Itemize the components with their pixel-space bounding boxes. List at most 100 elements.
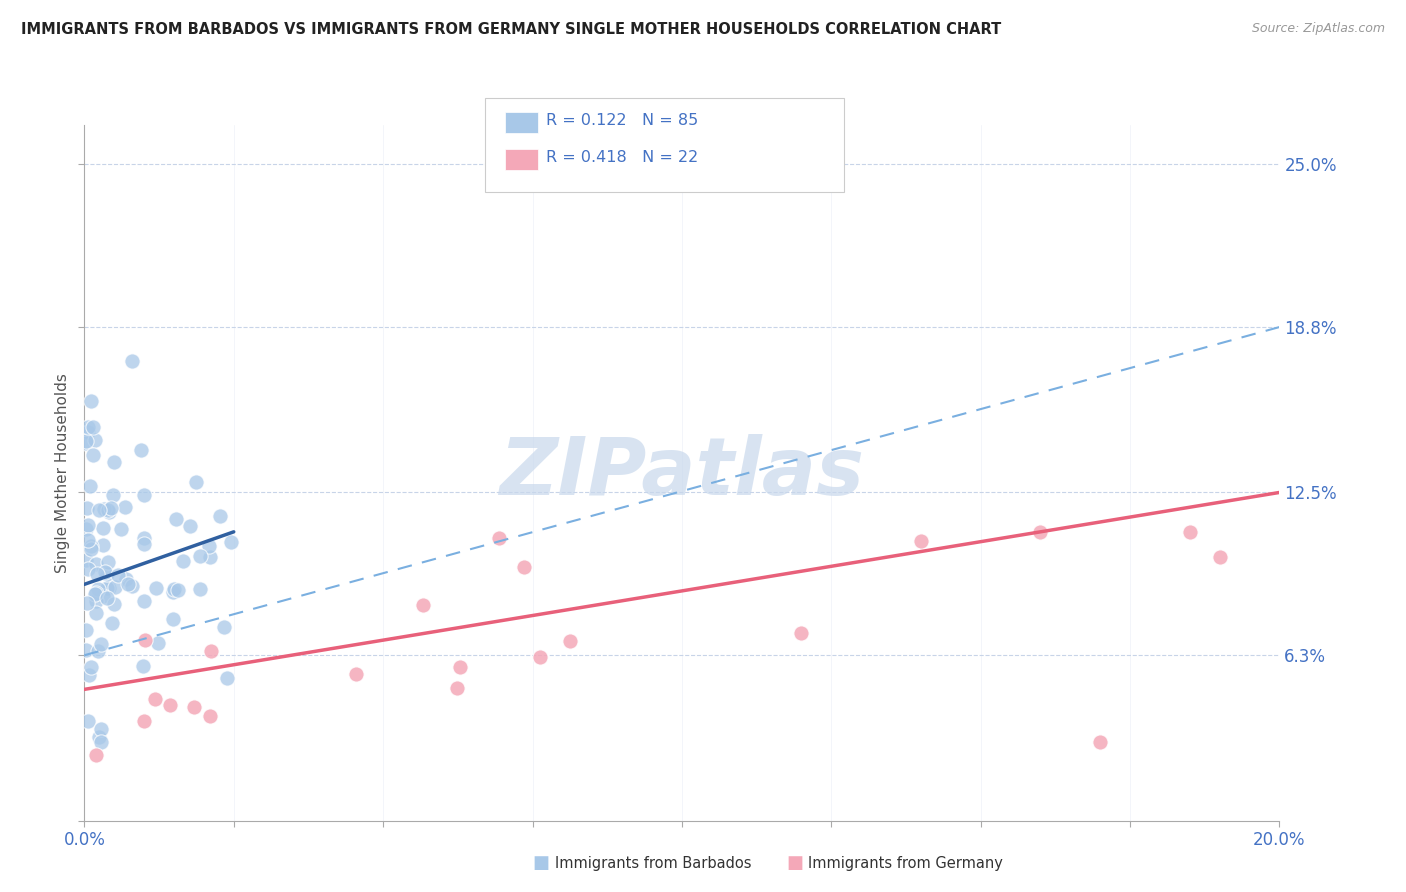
Point xyxy=(77,425,100,439)
Point xyxy=(121,579,143,593)
Point xyxy=(790,625,813,640)
Point xyxy=(186,475,208,489)
Point xyxy=(121,354,143,368)
Point xyxy=(77,668,100,682)
Point xyxy=(75,435,97,450)
Point xyxy=(84,587,107,601)
Text: Immigrants from Germany: Immigrants from Germany xyxy=(808,856,1004,871)
Point xyxy=(77,517,100,532)
Point xyxy=(93,538,115,552)
Text: ZIPatlas: ZIPatlas xyxy=(499,434,865,512)
Point xyxy=(1029,524,1052,539)
Point xyxy=(449,659,471,673)
Point xyxy=(107,567,129,582)
Point xyxy=(143,692,166,706)
Point xyxy=(132,714,155,728)
Point xyxy=(76,562,98,576)
Point xyxy=(103,488,125,502)
Point xyxy=(183,699,205,714)
Point xyxy=(97,503,120,517)
Point xyxy=(77,533,100,548)
Point xyxy=(84,586,107,600)
Point xyxy=(90,735,112,749)
Point xyxy=(86,594,108,608)
Point xyxy=(159,698,181,713)
Point xyxy=(190,549,212,564)
Point xyxy=(198,708,221,723)
Point xyxy=(134,488,156,502)
Point xyxy=(110,522,132,536)
Text: R = 0.122   N = 85: R = 0.122 N = 85 xyxy=(546,113,697,128)
Point xyxy=(165,512,187,526)
Point xyxy=(89,503,111,517)
Point xyxy=(200,644,222,658)
Point xyxy=(172,554,194,568)
Point xyxy=(103,597,125,611)
Point xyxy=(75,624,97,638)
Point xyxy=(1090,735,1112,749)
Point xyxy=(86,567,108,582)
Point xyxy=(412,598,434,612)
Point xyxy=(87,582,110,596)
Y-axis label: Single Mother Households: Single Mother Households xyxy=(55,373,70,573)
Point xyxy=(198,550,221,565)
Point xyxy=(104,580,127,594)
Point xyxy=(446,681,468,696)
Point xyxy=(75,522,97,536)
Point xyxy=(100,501,122,516)
Point xyxy=(145,581,167,595)
Point xyxy=(93,502,115,516)
Point xyxy=(82,419,104,434)
Point xyxy=(167,582,190,597)
Point xyxy=(114,500,136,514)
Point xyxy=(80,660,103,674)
Point xyxy=(98,505,121,519)
Point xyxy=(129,442,152,457)
Point xyxy=(163,582,186,597)
Point xyxy=(75,642,97,657)
Point xyxy=(212,620,235,634)
Point xyxy=(117,577,139,591)
Point xyxy=(80,541,103,556)
Point xyxy=(87,644,110,658)
Point xyxy=(131,659,153,673)
Point xyxy=(103,455,125,469)
Point xyxy=(96,591,118,605)
Point xyxy=(98,581,121,595)
Point xyxy=(560,633,582,648)
Point xyxy=(77,714,100,728)
Point xyxy=(90,722,112,736)
Point xyxy=(146,636,169,650)
Point xyxy=(219,534,242,549)
Point xyxy=(1178,524,1201,539)
Point xyxy=(488,532,510,546)
Point xyxy=(89,730,111,744)
Point xyxy=(80,393,103,408)
Text: Immigrants from Barbados: Immigrants from Barbados xyxy=(555,856,752,871)
Point xyxy=(84,557,107,571)
Point xyxy=(1208,550,1232,565)
Point xyxy=(132,594,155,608)
Point xyxy=(209,509,232,524)
Point xyxy=(96,581,118,595)
Point xyxy=(115,572,138,586)
Point xyxy=(75,553,97,567)
Point xyxy=(93,521,115,535)
Point xyxy=(84,747,107,762)
Point xyxy=(79,479,101,493)
Point xyxy=(82,449,104,463)
Point xyxy=(76,419,98,434)
Point xyxy=(162,585,184,599)
Point xyxy=(86,607,108,621)
Point xyxy=(75,434,97,448)
Text: ■: ■ xyxy=(533,855,550,872)
Point xyxy=(134,633,156,648)
Point xyxy=(162,612,184,626)
Point xyxy=(97,555,120,569)
Text: ■: ■ xyxy=(786,855,803,872)
Point xyxy=(529,650,551,665)
Point xyxy=(93,566,115,580)
Point xyxy=(910,534,932,549)
Point xyxy=(198,539,221,553)
Point xyxy=(134,532,156,546)
